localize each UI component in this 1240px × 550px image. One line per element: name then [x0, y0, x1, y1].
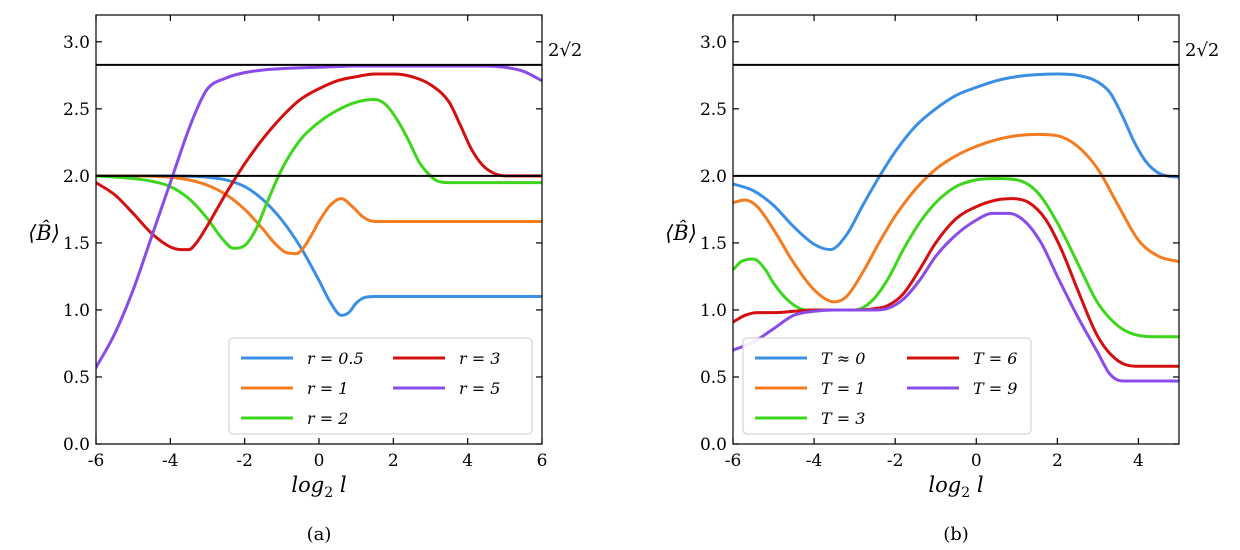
- caption-b: (b): [943, 524, 969, 545]
- legend-box-a: [228, 337, 533, 435]
- legend-label-a-0: r = 0.5: [307, 349, 364, 368]
- y-axis-label-a: ⟨B̂⟩: [28, 221, 60, 245]
- y-tick-label-b-2: 1.0: [700, 301, 727, 321]
- x-tick-label-b-1: -4: [806, 451, 823, 471]
- y-tick-label-a-4: 2.0: [63, 167, 90, 187]
- x-tick-label-a-5: 4: [462, 451, 473, 471]
- series-line-b-4: [733, 211, 1179, 383]
- series-layer-a: [96, 64, 542, 370]
- legend-label-b-3: T = 6: [973, 349, 1017, 368]
- x-tick-label-a-6: 6: [537, 451, 548, 471]
- x-tick-label-a-4: 2: [388, 451, 399, 471]
- x-tick-label-a-0: -6: [88, 451, 105, 471]
- series-line-b-2: [733, 177, 1179, 339]
- panel-b: 2√2 -6 -4 -2 0 2 4 0.0 0.5 1.0 1.5 2.0 2.5 3.0 log2 …: [665, 14, 1219, 545]
- reference-lines-b: [733, 63, 1179, 177]
- legend-label-b-0: T ≈ 0: [821, 349, 865, 368]
- series-line-b-1: [733, 132, 1179, 304]
- y-tick-label-b-3: 1.5: [700, 234, 727, 254]
- x-tick-label-b-2: -2: [887, 451, 904, 471]
- plot-frame-b: [732, 14, 1180, 445]
- legend-label-b-1: T = 1: [821, 379, 865, 398]
- x-tick-label-a-2: -2: [236, 451, 253, 471]
- y-tick-label-b-4: 2.0: [700, 167, 727, 187]
- x-axis-label-a: log2 l: [291, 473, 346, 501]
- legend-box-b: [742, 337, 1032, 435]
- x-tick-label-a-1: -4: [162, 451, 179, 471]
- x-tick-label-b-3: 0: [971, 451, 982, 471]
- y-axis-label-b: ⟨B̂⟩: [665, 221, 697, 245]
- series-line-a-1: [96, 174, 542, 256]
- x-tick-label-b-0: -6: [725, 451, 742, 471]
- y-tick-label-a-2: 1.0: [63, 301, 90, 321]
- x-tick-label-a-3: 0: [314, 451, 325, 471]
- series-line-a-0: [96, 174, 542, 317]
- x-tick-label-b-4: 2: [1052, 451, 1063, 471]
- y-tick-label-a-1: 0.5: [63, 368, 90, 388]
- y-tick-label-b-6: 3.0: [700, 33, 727, 53]
- y-tick-label-a-6: 3.0: [63, 33, 90, 53]
- x-axis-label-b: log2 l: [928, 473, 983, 501]
- y-tick-label-a-0: 0.0: [63, 435, 90, 455]
- y-tick-label-a-5: 2.5: [63, 100, 90, 120]
- legend-label-a-3: r = 3: [459, 349, 500, 368]
- series-line-b-0: [733, 72, 1179, 252]
- legend-label-a-1: r = 1: [307, 379, 348, 398]
- y-tick-label-b-0: 0.0: [700, 435, 727, 455]
- series-line-a-3: [96, 72, 542, 252]
- ticks-b: -6 -4 -2 0 2 4 0.0 0.5 1.0 1.5 2.0 2.5 3.0: [700, 15, 1179, 471]
- y-tick-label-a-3: 1.5: [63, 234, 90, 254]
- ticks-a: -6 -4 -2 0 2 4 6 0.0 0.5 1.0 1.5 2.0 2.5 3.0: [63, 15, 547, 471]
- x-tick-label-b-5: 4: [1133, 451, 1144, 471]
- ref-label-b: 2√2: [1185, 40, 1219, 61]
- caption-a: (a): [307, 524, 332, 545]
- y-tick-label-b-1: 0.5: [700, 368, 727, 388]
- legend-label-b-4: T = 9: [973, 379, 1017, 398]
- series-line-a-4: [96, 64, 542, 370]
- legend-label-a-2: r = 2: [307, 409, 348, 428]
- series-line-a-2: [96, 97, 542, 250]
- series-layer-b: [733, 72, 1179, 383]
- y-tick-label-b-5: 2.5: [700, 100, 727, 120]
- legend-a: r = 0.5 r = 1 r = 2 r = 3 r = 5: [228, 337, 533, 435]
- series-line-b-3: [733, 197, 1179, 368]
- panel-a: 2√2 -6 -4 -2 0 2 4 6 0.0 0.5 1.0 1.5 2.0 2.5 3.0 log2…: [28, 14, 582, 545]
- reference-lines-a: [96, 63, 542, 177]
- legend-label-a-4: r = 5: [459, 379, 500, 398]
- legend-label-b-2: T = 3: [821, 409, 865, 428]
- ref-label-a: 2√2: [548, 40, 582, 61]
- legend-b: T ≈ 0 T = 1 T = 3 T = 6 T = 9: [742, 337, 1032, 435]
